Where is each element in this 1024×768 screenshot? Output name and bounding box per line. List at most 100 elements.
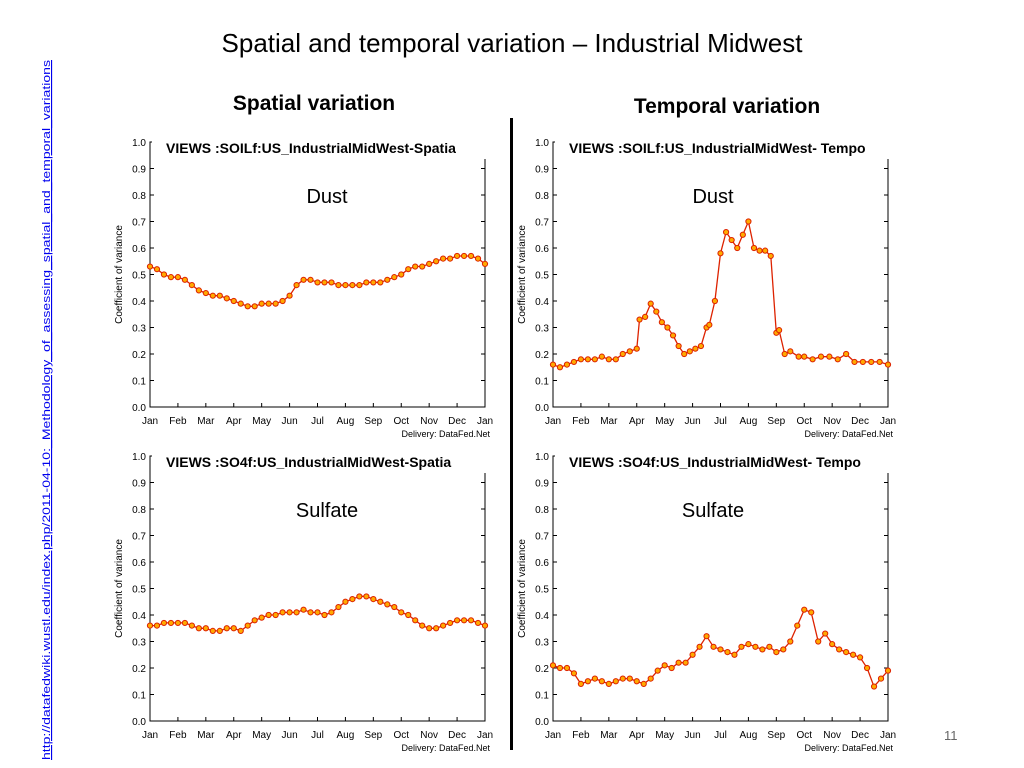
x-tick-label: Oct [796,416,812,427]
y-tick-label: 1.0 [132,138,146,149]
data-point [591,356,598,363]
x-tick-label: Aug [337,730,355,741]
data-point [293,609,300,616]
x-tick-label: Aug [740,416,758,427]
data-point [230,625,237,632]
y-tick-label: 0.4 [535,611,549,622]
x-tick-label: Mar [600,730,618,741]
data-point [787,348,794,355]
data-point [335,282,342,289]
data-point [619,675,626,682]
data-point [668,664,675,672]
data-point [759,646,766,653]
x-tick-label: Dec [448,730,466,741]
data-point [377,598,384,605]
x-tick-label: May [252,730,271,741]
data-point [647,300,654,307]
title-box [555,449,910,473]
data-point [160,619,168,627]
x-tick-label: Jul [311,416,324,427]
panel-title: VIEWS :SO4f:US_IndustrialMidWest-Spatia [166,454,451,470]
data-point [633,345,640,352]
data-point [549,662,557,669]
data-point [447,255,454,262]
data-point [809,356,816,363]
data-point [363,279,370,286]
y-tick-label: 0.4 [132,297,146,308]
data-point [750,244,758,252]
y-tick-label: 0.5 [132,585,146,596]
data-point [440,622,447,629]
data-point [202,289,209,297]
y-axis-label: Coefficient of variance [517,225,528,324]
data-point [453,252,461,260]
data-point [328,609,335,616]
data-point [349,282,356,289]
data-point [223,625,230,632]
y-tick-label: 0.0 [132,403,146,414]
source-link[interactable]: http://datafedwiki.wustl.edu/index.php/2… [36,60,56,760]
data-point [876,358,883,366]
data-point [314,279,321,286]
y-tick-label: 0.5 [535,585,549,596]
data-point [868,358,875,366]
x-tick-label: Jul [311,730,324,741]
chart-panel-dust-spatial: 0.0 0.1 0.2 0.3 0.4 0.5 0.6 0.7 0.8 0.9 1.0 Jan Feb M… [112,135,507,440]
data-point [669,332,677,339]
data-point [272,300,279,307]
data-point [692,345,699,352]
source-link-text[interactable]: http://datafedwiki.wustl.edu/index.php/2… [41,60,53,760]
y-tick-label: 0.7 [535,532,549,543]
data-point [146,263,154,270]
data-point [230,297,237,305]
data-point [808,609,815,616]
y-tick-label: 0.8 [535,191,549,202]
y-tick-label: 0.0 [132,717,146,728]
data-point [856,654,864,661]
data-point [598,353,605,360]
data-point [724,649,731,656]
data-point [314,609,321,616]
pollutant-label: Sulfate [682,500,744,522]
data-point [384,601,391,608]
data-point [619,350,626,358]
y-tick-label: 0.9 [535,165,549,176]
data-point [787,638,794,645]
y-axis-label: Coefficient of variance [114,539,125,638]
data-point [453,617,461,624]
data-point [370,279,377,286]
x-tick-label: Jan [477,730,493,741]
x-tick-label: May [655,730,674,741]
data-point [272,611,279,619]
data-point [181,619,188,627]
data-point [188,622,195,629]
page-number: 11 [944,728,958,743]
data-point [181,276,188,283]
data-point [826,353,833,360]
data-point [859,358,866,366]
series-line [552,219,889,368]
plot-frame [552,141,889,408]
data-point [829,641,836,648]
data-point [447,619,454,627]
pollutant-label: Dust [692,186,734,208]
data-point [836,646,843,653]
title-box [555,135,910,159]
data-point [251,303,258,310]
chart-svg: 0.0 0.1 0.2 0.3 0.4 0.5 0.6 0.7 0.8 0.9 1.0 Jan Feb M… [517,135,910,439]
data-point [467,252,475,260]
data-point [237,300,244,307]
y-tick-label: 0.3 [535,324,549,335]
data-point [717,646,724,653]
y-axis-label: Coefficient of variance [517,539,528,638]
data-point [739,231,746,238]
data-point [633,678,640,685]
pollutant-label: Dust [306,186,348,208]
y-tick-label: 0.8 [132,191,146,202]
x-tick-label: Jan [545,730,561,741]
x-tick-label: Jun [282,730,298,741]
data-point [279,297,286,305]
data-point [391,603,398,611]
data-point [433,625,440,632]
spatial-heading: Spatial variation [232,92,396,115]
